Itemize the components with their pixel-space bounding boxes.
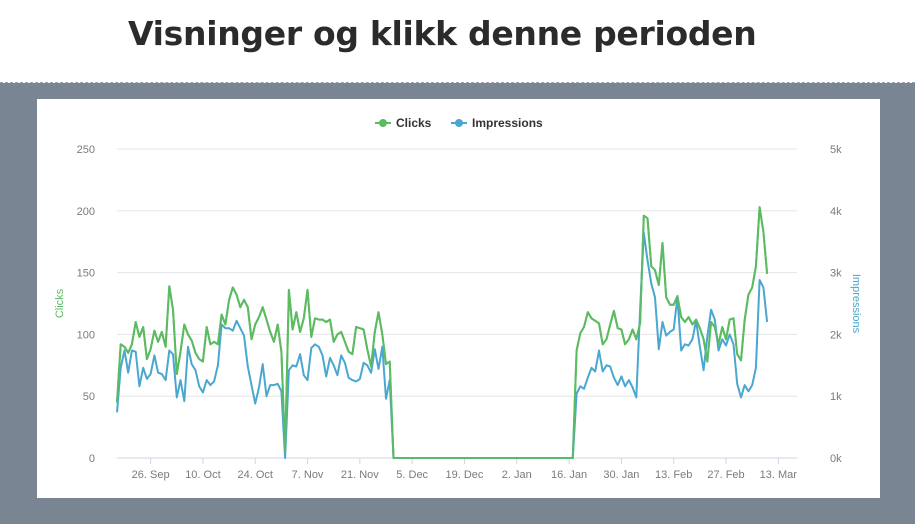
y-left-tick-label: 0 — [89, 453, 95, 465]
legend-marker-clicks[interactable] — [379, 119, 387, 127]
x-tick-label: 10. Oct — [185, 469, 220, 481]
x-tick-label: 21. Nov — [341, 469, 379, 481]
y-left-tick-label: 150 — [77, 268, 95, 280]
x-tick-label: 19. Dec — [446, 469, 484, 481]
y-right-tick-label: 3k — [830, 268, 842, 280]
series-line-impressions — [116, 232, 769, 459]
y-left-tick-label: 250 — [77, 144, 95, 156]
x-tick-label: 27. Feb — [707, 469, 744, 481]
x-tick-label: 30. Jan — [603, 469, 639, 481]
page-title: Visninger og klikk denne perioden — [128, 14, 757, 53]
y-right-tick-label: 5k — [830, 144, 842, 156]
x-tick-label: 5. Dec — [396, 469, 428, 481]
x-tick-label: 13. Mar — [760, 469, 798, 481]
y-right-tick-label: 4k — [830, 206, 842, 218]
x-tick-label: 26. Sep — [132, 469, 170, 481]
x-tick-label: 24. Oct — [238, 469, 273, 481]
y-left-tick-label: 50 — [83, 391, 95, 403]
x-tick-label: 2. Jan — [502, 469, 532, 481]
legend-marker-impressions[interactable] — [455, 119, 463, 127]
y-left-axis-title: Clicks — [54, 288, 66, 318]
series-line-clicks-overlay — [116, 206, 769, 459]
chart-card: 0 50 100 150 200 250 0k 1k 2k 3k 4k 5k 26. Sep 10. Oc… — [37, 99, 880, 498]
x-tick-label: 13. Feb — [655, 469, 692, 481]
line-chart: 0 50 100 150 200 250 0k 1k 2k 3k 4k 5k 26. Sep 10. Oc… — [54, 116, 862, 481]
y-left-tick-label: 200 — [77, 206, 95, 218]
x-tick-label: 7. Nov — [292, 469, 324, 481]
y-right-tick-label: 0k — [830, 453, 842, 465]
legend-label-impressions[interactable]: Impressions — [472, 116, 543, 130]
legend-label-clicks[interactable]: Clicks — [396, 116, 432, 130]
x-tick-label: 16. Jan — [551, 469, 587, 481]
y-right-tick-label: 1k — [830, 391, 842, 403]
page-header: Visninger og klikk denne perioden — [0, 0, 915, 83]
y-right-axis-title: Impressions — [850, 274, 862, 334]
y-left-tick-label: 100 — [77, 329, 95, 341]
y-right-tick-label: 2k — [830, 329, 842, 341]
